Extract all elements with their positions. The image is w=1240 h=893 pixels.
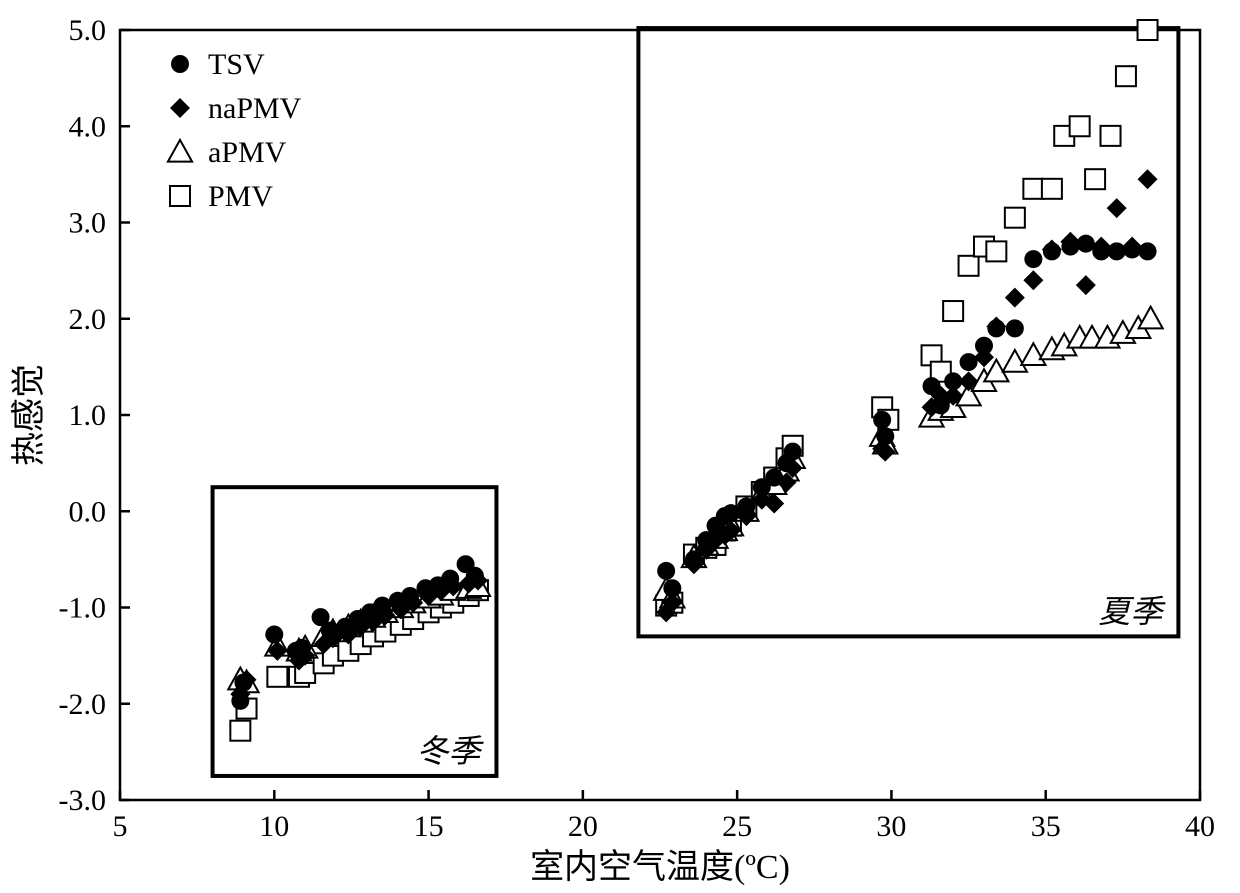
y-tick-label: -2.0 xyxy=(59,688,107,721)
x-tick-label: 40 xyxy=(1185,810,1215,843)
x-tick-label: 30 xyxy=(876,810,906,843)
y-tick-label: 5.0 xyxy=(69,14,107,47)
x-tick-label: 15 xyxy=(414,810,444,843)
x-axis-label: 室内空气温度(ºC) xyxy=(530,848,790,886)
y-tick-label: 3.0 xyxy=(69,207,107,240)
y-tick-label: 1.0 xyxy=(69,399,107,432)
x-tick-label: 35 xyxy=(1031,810,1061,843)
scatter-chart: 5 10 15 20 25 30 35 40 -3.0 -2.0 -1.0 0.0 1.0 2.0 3.0 4… xyxy=(0,0,1240,893)
legend-label: TSV xyxy=(208,48,265,81)
legend-label: aPMV xyxy=(208,136,287,169)
y-tick-label: 4.0 xyxy=(69,110,107,143)
y-tick-label: -1.0 xyxy=(59,592,107,625)
x-tick-label: 25 xyxy=(722,810,752,843)
series-naPMV xyxy=(230,169,1157,704)
region-label: 冬季 xyxy=(416,733,484,769)
x-tick-label: 20 xyxy=(568,810,598,843)
y-axis-label: 热感觉 xyxy=(10,364,48,466)
legend: TSV naPMV aPMV PMV xyxy=(168,48,302,213)
y-tick-label: 2.0 xyxy=(69,303,107,336)
x-tick-label: 5 xyxy=(113,810,128,843)
y-tick-label: -3.0 xyxy=(59,784,107,817)
legend-label: PMV xyxy=(208,180,273,213)
chart-container: 5 10 15 20 25 30 35 40 -3.0 -2.0 -1.0 0.0 1.0 2.0 3.0 4… xyxy=(0,0,1240,893)
y-tick-label: 0.0 xyxy=(69,495,107,528)
region-label: 夏季 xyxy=(1098,593,1166,629)
legend-label: naPMV xyxy=(208,92,302,125)
x-tick-label: 10 xyxy=(259,810,289,843)
